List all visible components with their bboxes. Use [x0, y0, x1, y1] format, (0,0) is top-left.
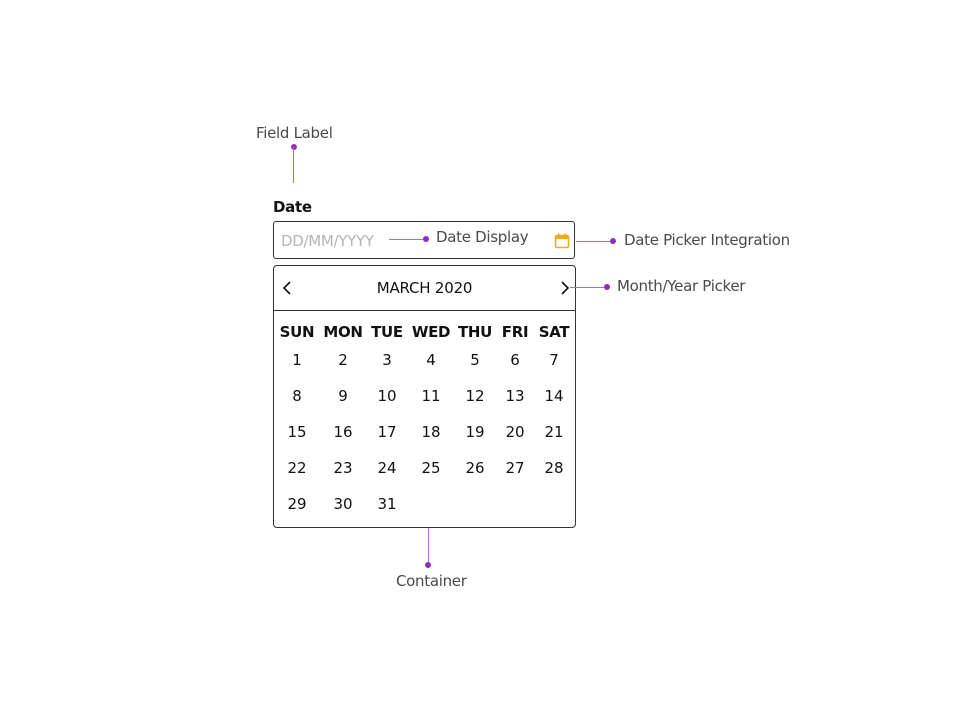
weekday-wed: WED: [411, 323, 451, 341]
day-cell[interactable]: 22: [287, 459, 307, 477]
day-cell[interactable]: 1: [292, 351, 302, 369]
annotation-dot: [425, 562, 431, 568]
month-year-picker: MARCH 2020: [274, 266, 575, 311]
day-cell[interactable]: 23: [333, 459, 353, 477]
annotation-container: Container: [396, 572, 467, 590]
annotation-date-picker-integration: Date Picker Integration: [624, 231, 790, 249]
day-cell[interactable]: 11: [421, 387, 441, 405]
day-cell[interactable]: 21: [544, 423, 564, 441]
weekday-thu: THU: [457, 323, 493, 341]
day-cell[interactable]: 3: [382, 351, 392, 369]
day-cell[interactable]: 19: [465, 423, 485, 441]
day-cell[interactable]: 13: [505, 387, 525, 405]
calendar-container: MARCH 2020 SUN MON TUE WED THU FRI SAT 1…: [273, 265, 576, 528]
calendar-icon[interactable]: [554, 233, 570, 249]
day-cell[interactable]: 9: [338, 387, 348, 405]
day-cell[interactable]: 6: [510, 351, 520, 369]
day-cell[interactable]: 20: [505, 423, 525, 441]
annotation-date-display: Date Display: [436, 228, 529, 246]
day-cell[interactable]: 15: [287, 423, 307, 441]
weekday-mon: MON: [323, 323, 363, 341]
chevron-right-icon[interactable]: [555, 278, 573, 298]
day-cell[interactable]: 27: [505, 459, 525, 477]
annotation-connector: [389, 239, 424, 240]
weekday-sat: SAT: [538, 323, 570, 341]
chevron-left-icon[interactable]: [279, 278, 297, 298]
day-cell[interactable]: 4: [426, 351, 436, 369]
day-cell[interactable]: 18: [421, 423, 441, 441]
weekday-sun: SUN: [279, 323, 315, 341]
annotation-field-label: Field Label: [256, 124, 333, 142]
annotation-dot: [423, 236, 429, 242]
day-cell[interactable]: 25: [421, 459, 441, 477]
weekday-fri: FRI: [501, 323, 529, 341]
annotation-dot: [604, 284, 610, 290]
annotation-dot: [610, 238, 616, 244]
day-cell[interactable]: 30: [333, 495, 353, 513]
day-cell[interactable]: 28: [544, 459, 564, 477]
day-cell[interactable]: 10: [377, 387, 397, 405]
day-cell[interactable]: 24: [377, 459, 397, 477]
annotation-connector: [428, 528, 429, 564]
day-cell[interactable]: 31: [377, 495, 397, 513]
annotation-month-year-picker: Month/Year Picker: [617, 277, 746, 295]
annotation-connector: [570, 287, 606, 288]
day-cell[interactable]: 2: [338, 351, 348, 369]
annotation-dot: [291, 144, 297, 150]
date-input[interactable]: [281, 231, 391, 251]
date-input-container: [273, 221, 575, 259]
day-cell[interactable]: 5: [470, 351, 480, 369]
day-cell[interactable]: 16: [333, 423, 353, 441]
field-label: Date: [273, 198, 312, 216]
annotation-connector: [576, 241, 612, 242]
weekday-tue: TUE: [371, 323, 403, 341]
day-cell[interactable]: 7: [549, 351, 559, 369]
day-cell[interactable]: 29: [287, 495, 307, 513]
annotation-connector: [293, 147, 294, 183]
day-cell[interactable]: 12: [465, 387, 485, 405]
month-title[interactable]: MARCH 2020: [376, 279, 473, 297]
day-cell[interactable]: 8: [292, 387, 302, 405]
day-cell[interactable]: 17: [377, 423, 397, 441]
day-cell[interactable]: 26: [465, 459, 485, 477]
day-cell[interactable]: 14: [544, 387, 564, 405]
